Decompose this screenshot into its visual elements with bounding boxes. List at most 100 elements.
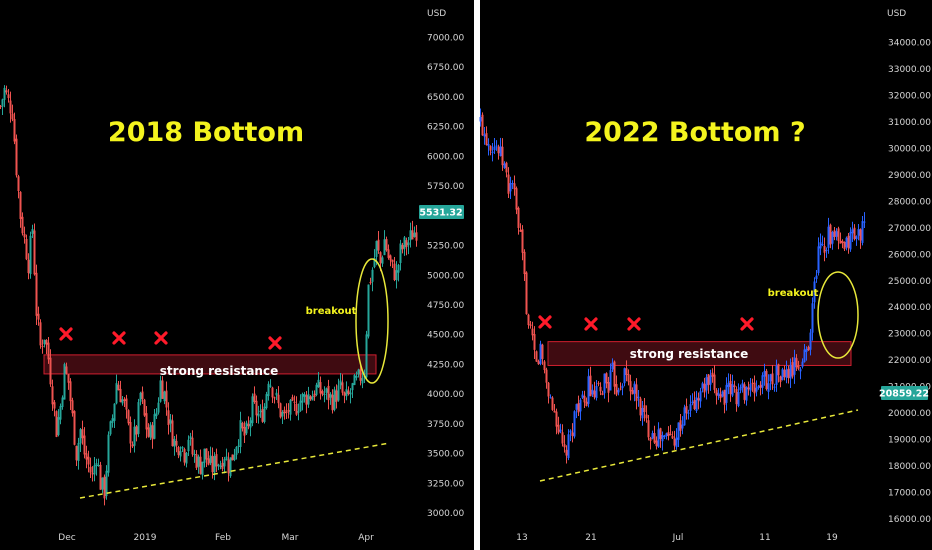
candle-body [43,339,46,345]
candle-body [667,432,670,437]
candle-body [327,385,330,401]
candle-body [825,249,828,251]
breakout-ellipse [817,271,859,359]
candle-body [775,365,778,385]
candle-body [807,346,810,351]
candle-body [627,374,630,382]
candle-body [223,459,226,467]
candle-body [381,257,384,264]
candle-body [787,368,790,378]
x-tick-label: Mar [282,533,299,543]
candle-body [563,444,566,448]
support-trendline [79,442,391,499]
candle-body [315,384,318,395]
candle-body [37,313,40,320]
candle-body [125,398,128,410]
candle-body [689,404,692,411]
candle-body [323,393,326,395]
candle-body [655,440,658,447]
candle-body [313,393,316,397]
candle-body [657,429,660,447]
candle-body [365,334,368,378]
resistance-label-left: strong resistance [160,364,278,378]
candle-body [181,447,184,449]
candle-body [675,437,678,448]
candle-body [221,462,224,469]
candle-body [7,94,10,99]
candle-body [165,390,168,408]
candle-body [285,411,288,413]
candle-body [411,230,414,240]
rejection-cross-icon [538,315,552,329]
candle-body [9,100,12,114]
candle-body [93,465,96,475]
candle-body [259,410,262,413]
resistance-zone [43,354,377,375]
last-price-right: 20859.22 [879,389,929,400]
candle-body [203,448,206,463]
rejection-cross-icon [740,317,754,331]
candle-body [77,442,80,461]
candle-body [267,383,270,397]
candle-body [205,448,208,460]
candle-body [307,394,310,405]
candle-body [415,232,418,241]
candle-body [335,390,338,402]
candle-body [355,375,358,378]
candle-body [155,412,158,417]
candle-body [855,236,858,240]
candle-body [331,394,334,411]
candle-body [573,411,576,437]
candle-body [691,401,694,404]
candle-body [379,252,382,263]
candle-body [727,382,730,387]
candle-body [291,397,294,401]
candle-body [183,449,186,463]
candle-body [233,454,236,460]
candle-body [841,240,844,243]
candle-body [695,397,698,412]
candle-body [539,343,542,364]
candle-body [239,420,242,447]
candle-body [81,429,84,439]
candle-body [227,459,230,474]
candle-body [197,456,200,467]
candle-body [131,444,134,447]
candle-body [491,151,494,153]
candle-body [529,324,532,326]
y-tick-label: 33000.00 [888,65,931,75]
y-tick-label: 25000.00 [888,277,931,287]
chart-title-right: 2022 Bottom ? [584,117,805,148]
candle-body [487,144,490,147]
candle-body [159,380,162,402]
candle-body [215,454,218,467]
candle-body [479,116,482,122]
candle-body [705,377,708,391]
candle-body [111,418,114,423]
candle-body [781,369,784,380]
candle-body [665,433,668,437]
candle-body [153,414,156,439]
x-axis-right: 13 21 Jul 11 19 [516,533,838,543]
candle-body [525,272,528,315]
candle-body [107,434,110,473]
candle-body [653,433,656,443]
last-price-tag-right: 20859.22 [879,386,929,400]
candle-body [629,381,632,392]
candle-body [321,391,324,395]
candle-body [723,389,726,405]
candle-body [799,369,802,372]
candle-body [769,374,772,382]
x-tick-label: Apr [358,533,374,543]
candle-body [229,457,232,477]
candle-body [641,407,644,419]
candle-body [85,453,88,460]
candle-body [591,389,594,395]
candle-body [511,183,514,185]
candle-body [311,396,314,401]
candle-body [801,361,804,367]
candle-body [521,229,524,253]
candle-body [341,382,344,393]
candle-body [97,465,100,467]
